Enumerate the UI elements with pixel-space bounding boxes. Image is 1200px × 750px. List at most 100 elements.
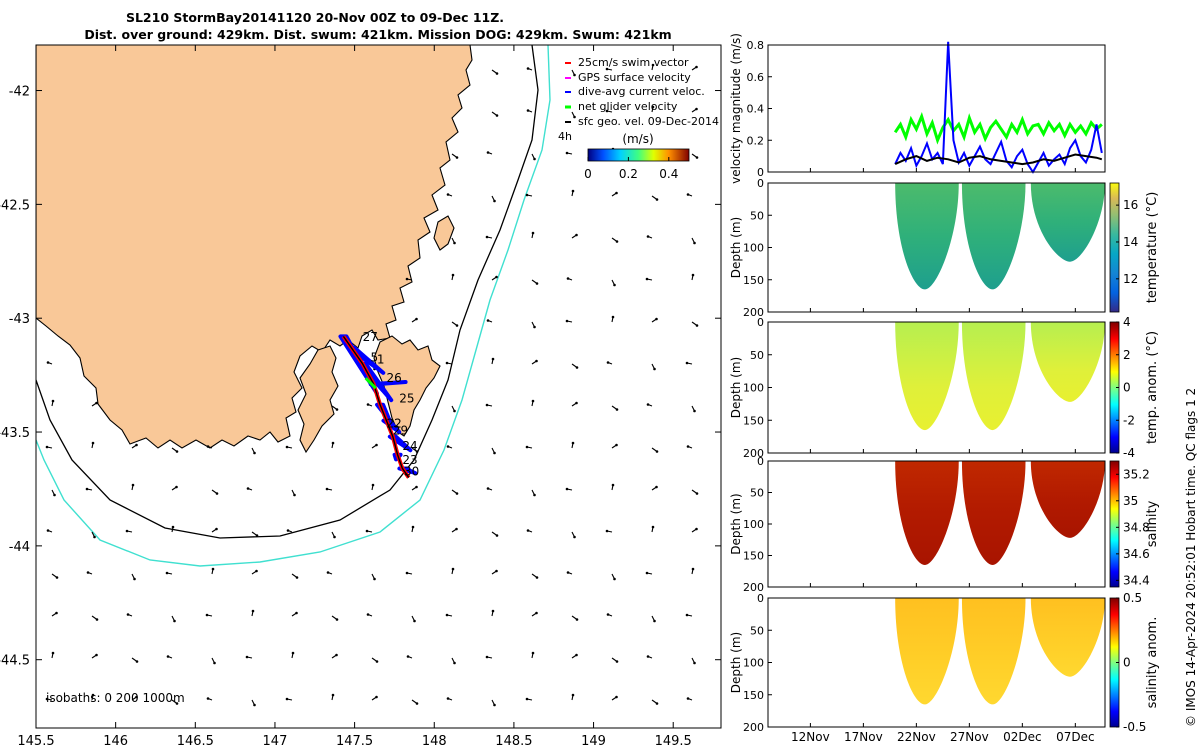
geo-velocity-arrowhead: [366, 613, 370, 616]
ts-panel-3: 34.4 34.6 34.8 35 35.2 salinity 0 50 100 150 200 De…: [729, 455, 1160, 594]
geo-velocity-arrowhead: [535, 611, 538, 615]
geo-velocity-arrowhead: [695, 324, 699, 327]
track-day-label: 29: [393, 423, 408, 437]
geo-velocity-arrowhead: [375, 695, 378, 699]
geo-velocity-arrowhead: [526, 529, 530, 532]
geo-velocity-arrowhead: [93, 535, 96, 539]
geo-velocity-arrowhead: [491, 357, 495, 361]
geo-velocity-arrowhead: [573, 73, 576, 77]
colorbar-tick-label: 34.6: [1123, 547, 1150, 561]
geo-velocity-arrowhead: [251, 609, 255, 613]
ts-y-tick-label: 0: [757, 455, 764, 468]
geo-velocity-arrowhead: [175, 450, 179, 453]
map-x-tick-label: 148: [422, 734, 447, 749]
map-y-tick-label: -43: [9, 312, 30, 327]
geo-velocity-arrowhead: [646, 403, 650, 406]
geo-velocity-arrowhead: [45, 697, 49, 701]
geo-velocity-arrowhead: [495, 114, 499, 117]
colorbar-tick-label: -2: [1123, 413, 1135, 427]
geo-velocity-arrowhead: [415, 485, 418, 489]
colorbar-tick-label: 12: [1123, 272, 1138, 286]
map-y-tick-label: -43.5: [0, 426, 30, 441]
geo-velocity-arrowhead: [685, 361, 689, 365]
geo-velocity-arrowhead: [206, 697, 210, 700]
time-tick-label: 12Nov: [791, 730, 830, 744]
geo-velocity-arrowhead: [693, 661, 696, 665]
geo-velocity-arrowhead: [693, 409, 696, 413]
geo-velocity-arrowhead: [253, 451, 256, 455]
geo-velocity-arrowhead: [455, 492, 459, 495]
geo-velocity-arrowhead: [373, 577, 376, 581]
map-x-tick-label: 149: [581, 734, 606, 749]
colorbar-label: salinity: [1145, 500, 1160, 547]
geo-velocity-arrowhead: [215, 492, 219, 495]
time-tick-label: 17Nov: [844, 730, 883, 744]
geo-velocity-arrowhead: [335, 408, 339, 411]
map-y-tick-label: -42: [9, 85, 30, 100]
legend-entry-net-velocity: net glider velocity: [578, 100, 678, 113]
geo-velocity-arrowhead: [415, 317, 418, 321]
geo-velocity-arrowhead: [485, 655, 489, 659]
geo-velocity-arrowhead: [573, 115, 576, 119]
ts-y-axis-label: Depth (m): [729, 493, 743, 554]
speed-colorbar-label: (m/s): [622, 132, 653, 146]
geo-velocity-arrowhead: [695, 156, 699, 159]
geo-velocity-arrowhead: [175, 702, 179, 705]
geo-velocity-arrowhead: [406, 655, 410, 658]
legend-entry-geo-velocity: sfc geo. vel. 09-Dec-2014: [578, 115, 719, 128]
geo-velocity-arrowhead: [571, 189, 575, 193]
track-day-label: 30: [404, 464, 419, 478]
figure-title-line2: Dist. over ground: 429km. Dist. swum: 42…: [84, 27, 671, 42]
geo-velocity-arrowhead: [611, 315, 615, 319]
geo-velocity-arrowhead: [486, 487, 490, 490]
geo-velocity-arrowhead: [535, 576, 539, 579]
geo-velocity-arrowhead: [685, 613, 689, 617]
colorbar-tick-label: 16: [1123, 198, 1138, 212]
geo-velocity-arrowhead: [215, 527, 218, 531]
geo-velocity-arrowhead: [135, 695, 138, 699]
geo-velocity-arrowhead: [531, 651, 535, 655]
ts-y-tick-label: 50: [750, 209, 764, 222]
geo-velocity-arrowhead: [133, 577, 136, 581]
geo-velocity-arrowhead: [55, 611, 58, 615]
geo-velocity-arrowhead: [575, 366, 579, 369]
map-legend: 25cm/s swim vector GPS surface velocity …: [558, 56, 719, 143]
geo-velocity-arrowhead: [125, 529, 129, 533]
map-x-tick-label: 146: [103, 734, 128, 749]
geo-velocity-arrowhead: [686, 193, 690, 196]
geo-velocity-arrowhead: [446, 697, 450, 700]
geo-velocity-arrowhead: [495, 72, 499, 75]
ts-y-tick-label: 0: [757, 177, 764, 190]
map-x-axis: 145.5 146 146.5 147 147.5 148 148.5 149 149.5: [17, 45, 692, 749]
speed-colorbar-ticks: 0 0.2 0.4: [584, 157, 678, 181]
map-frame: [35, 44, 722, 729]
geo-velocity-arrowhead: [46, 361, 50, 364]
speed-colorbar-tick-label: 0.2: [619, 167, 638, 181]
geo-velocity-arrowhead: [531, 231, 535, 235]
geo-velocity-arrowhead: [575, 401, 578, 405]
geo-velocity-arrowhead: [371, 483, 375, 487]
colorbar-tick-label: 0: [1123, 656, 1131, 670]
ts-y-tick-label: 50: [750, 487, 764, 500]
data-curtain: [961, 461, 1026, 565]
geo-velocity-arrowhead: [45, 445, 49, 449]
geo-velocity-arrowhead: [446, 193, 450, 196]
map-y-tick-label: -42.5: [0, 198, 30, 213]
data-curtain: [961, 598, 1026, 705]
geo-velocity-arrowhead: [615, 408, 619, 411]
geo-velocity-arrowhead: [415, 450, 419, 453]
colorbar-label: temp. anom. (°C): [1145, 331, 1160, 444]
geo-velocity-arrowhead: [613, 577, 616, 581]
map-y-tick-label: -44.5: [0, 654, 30, 669]
geo-velocity-arrowhead: [525, 193, 529, 197]
geo-velocity-arrowhead: [295, 576, 299, 579]
geo-velocity-arrowhead: [493, 199, 496, 203]
geo-velocity-arrowhead: [573, 535, 576, 539]
time-tick-label: 02Dec: [1003, 730, 1042, 744]
geo-velocity-arrowhead: [566, 571, 570, 574]
ts-y-tick-label: 150: [743, 414, 764, 427]
geo-velocity-arrowhead: [335, 618, 339, 621]
geo-velocity-arrowhead: [245, 655, 249, 659]
geo-velocity-arrowhead: [566, 277, 570, 280]
